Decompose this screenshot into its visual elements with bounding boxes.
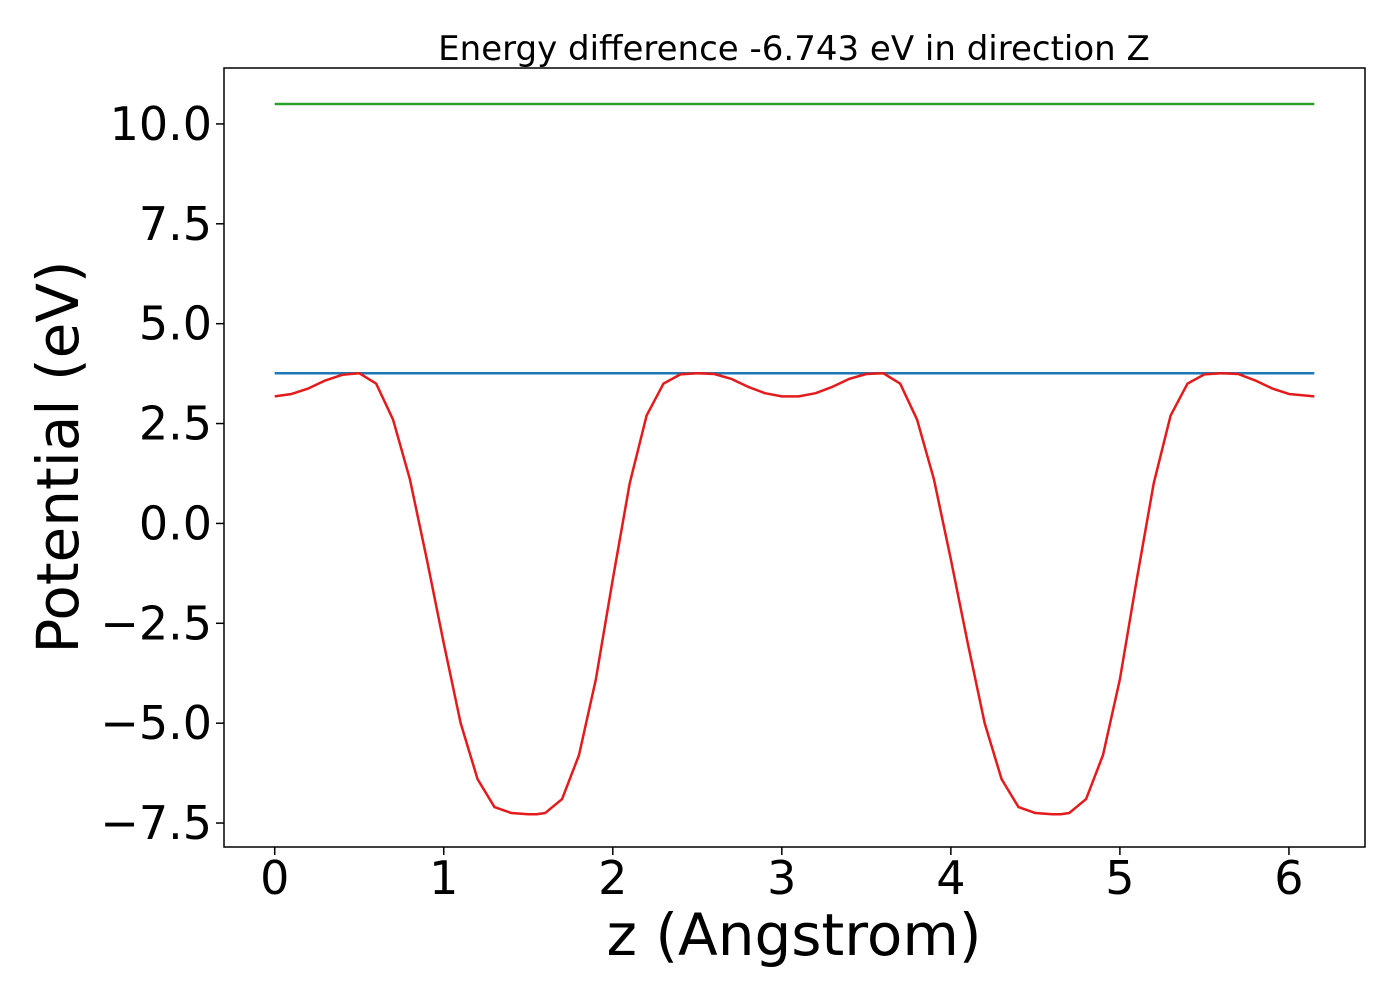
series-layer [274, 102, 1315, 816]
y-tick-label: 7.5 [139, 197, 212, 251]
x-axis-ticks: 0 1 2 3 4 5 6 [260, 847, 1304, 905]
y-tick-label: 5.0 [139, 297, 212, 351]
chart-title: Energy difference -6.743 eV in direction… [438, 29, 1150, 69]
y-tick-label: −2.5 [100, 596, 212, 650]
x-axis-label: z (Angstrom) [607, 901, 982, 969]
x-tick-label: 3 [767, 851, 796, 905]
y-axis-ticks: 10.0 7.5 5.0 2.5 0.0 −2.5 −5.0 −7.5 [100, 97, 224, 850]
y-tick-label: 0.0 [139, 496, 212, 550]
y-tick-label: 2.5 [139, 397, 212, 451]
x-tick-label: 2 [598, 851, 627, 905]
plot-area [223, 67, 1366, 848]
y-tick-label: 10.0 [110, 97, 212, 151]
y-tick-label: −5.0 [100, 696, 212, 750]
y-axis-label: Potential (eV) [24, 260, 92, 653]
x-tick-label: 5 [1105, 851, 1134, 905]
y-tick-label: −7.5 [100, 796, 212, 850]
x-tick-label: 4 [936, 851, 965, 905]
x-tick-label: 1 [429, 851, 458, 905]
x-tick-label: 6 [1274, 851, 1303, 905]
x-tick-label: 0 [260, 851, 289, 905]
series-line-3 [274, 371, 1315, 816]
